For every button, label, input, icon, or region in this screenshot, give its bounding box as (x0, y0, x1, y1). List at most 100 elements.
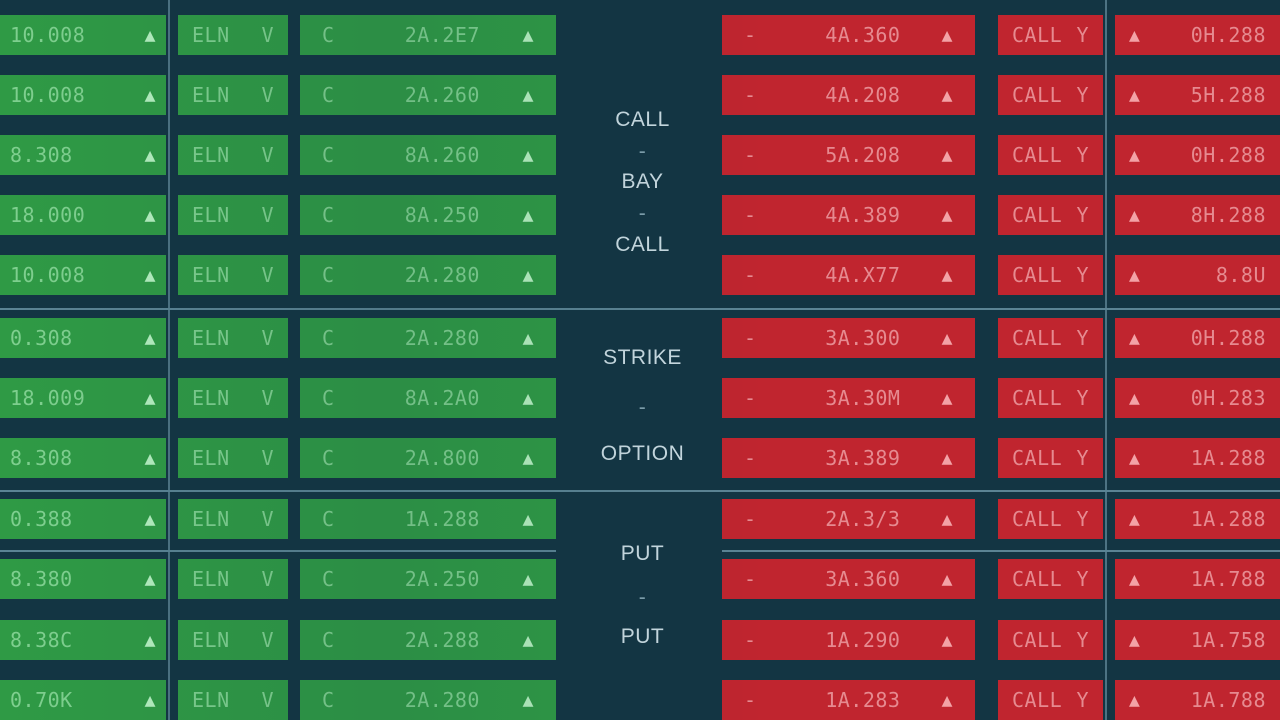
bid-price-cell[interactable]: 18.000 ▲ (0, 195, 166, 235)
label-dash: - (638, 140, 647, 163)
call-label: CALL (1012, 567, 1063, 591)
put-price-cell[interactable]: - 5A.208 ▲ (722, 135, 975, 175)
ask-price-cell[interactable]: ▲ 1A.758 (1115, 620, 1280, 660)
call-label-cell[interactable]: CALL Y (998, 680, 1103, 720)
call-label-cell[interactable]: CALL Y (998, 15, 1103, 55)
put-price-cell[interactable]: - 3A.389 ▲ (722, 438, 975, 478)
put-price: 3A.300 (825, 326, 901, 350)
bid-price-cell[interactable]: 18.009 ▲ (0, 378, 166, 418)
up-triangle-icon: ▲ (941, 327, 953, 349)
bid-price: 8.308 (10, 446, 73, 470)
up-triangle-icon: ▲ (941, 568, 953, 590)
up-triangle-icon: ▲ (144, 629, 156, 651)
call-price-cell[interactable]: C 1A.288 ▲ (300, 499, 556, 539)
bid-price-cell[interactable]: 8.38C ▲ (0, 620, 166, 660)
symbol-cell[interactable]: ELN V (178, 195, 288, 235)
call-price-cell[interactable]: C 2A.2E7 ▲ (300, 15, 556, 55)
up-triangle-icon: ▲ (1129, 447, 1141, 469)
ask-price-cell[interactable]: ▲ 1A.288 (1115, 438, 1280, 478)
ask-price-cell[interactable]: ▲ 0H.288 (1115, 15, 1280, 55)
put-price: 1A.290 (825, 628, 901, 652)
put-price-cell[interactable]: - 1A.283 ▲ (722, 680, 975, 720)
symbol: ELN (192, 386, 230, 410)
section-divider (0, 308, 1280, 310)
put-price-cell[interactable]: - 3A.300 ▲ (722, 318, 975, 358)
symbol-cell[interactable]: ELN V (178, 620, 288, 660)
symbol-cell[interactable]: ELN V (178, 75, 288, 115)
call-label-cell[interactable]: CALL Y (998, 135, 1103, 175)
table-row: 0.70K ▲ ELN V C 2A.280 ▲ - 1A.283 ▲ CALL… (0, 680, 1280, 720)
put-price-cell[interactable]: - 4A.208 ▲ (722, 75, 975, 115)
call-label-cell[interactable]: CALL Y (998, 438, 1103, 478)
put-price-cell[interactable]: - 3A.30M ▲ (722, 378, 975, 418)
call-label-cell[interactable]: CALL Y (998, 499, 1103, 539)
put-price-cell[interactable]: - 4A.360 ▲ (722, 15, 975, 55)
call-price-cell[interactable]: C 8A.2A0 ▲ (300, 378, 556, 418)
ask-price-cell[interactable]: ▲ 0H.288 (1115, 135, 1280, 175)
call-label-cell[interactable]: CALL Y (998, 318, 1103, 358)
call-price-cell[interactable]: C 2A.250 ▲ (300, 559, 556, 599)
bid-price-cell[interactable]: 10.008 ▲ (0, 15, 166, 55)
symbol-cell[interactable]: ELN V (178, 135, 288, 175)
bid-price-cell[interactable]: 0.70K ▲ (0, 680, 166, 720)
call-price-cell[interactable]: C 2A.800 ▲ (300, 438, 556, 478)
ask-price-cell[interactable]: ▲ 1A.788 (1115, 680, 1280, 720)
ask-price-cell[interactable]: ▲ 1A.788 (1115, 559, 1280, 599)
call-label-cell[interactable]: CALL Y (998, 620, 1103, 660)
cup-icon: Y (1076, 326, 1089, 350)
chevron-v-icon: V (261, 326, 274, 350)
call-label-cell[interactable]: CALL Y (998, 255, 1103, 295)
call-label-cell[interactable]: CALL Y (998, 75, 1103, 115)
bid-price-cell[interactable]: 10.008 ▲ (0, 255, 166, 295)
call-price-cell[interactable]: C 2A.260 ▲ (300, 75, 556, 115)
symbol-cell[interactable]: ELN V (178, 499, 288, 539)
put-price-cell[interactable]: - 4A.X77 ▲ (722, 255, 975, 295)
cup-icon: Y (1076, 628, 1089, 652)
put-price-cell[interactable]: - 3A.360 ▲ (722, 559, 975, 599)
symbol-cell[interactable]: ELN V (178, 318, 288, 358)
bid-price-cell[interactable]: 8.308 ▲ (0, 438, 166, 478)
put-price-cell[interactable]: - 4A.389 ▲ (722, 195, 975, 235)
call-label: CALL (1012, 263, 1063, 287)
up-triangle-icon: ▲ (1129, 327, 1141, 349)
bid-price-cell[interactable]: 10.008 ▲ (0, 75, 166, 115)
call-label-cell[interactable]: CALL Y (998, 378, 1103, 418)
symbol-cell[interactable]: ELN V (178, 378, 288, 418)
bid-price-cell[interactable]: 0.388 ▲ (0, 499, 166, 539)
call-price-cell[interactable]: C 2A.280 ▲ (300, 680, 556, 720)
call-price-cell[interactable]: C 8A.260 ▲ (300, 135, 556, 175)
symbol-cell[interactable]: ELN V (178, 559, 288, 599)
call-type: C (322, 446, 335, 470)
symbol-cell[interactable]: ELN V (178, 680, 288, 720)
up-triangle-icon: ▲ (144, 327, 156, 349)
ask-price-cell[interactable]: ▲ 1A.288 (1115, 499, 1280, 539)
cup-icon: Y (1076, 23, 1089, 47)
bid-price-cell[interactable]: 0.308 ▲ (0, 318, 166, 358)
symbol-cell[interactable]: ELN V (178, 255, 288, 295)
ask-price-cell[interactable]: ▲ 0H.283 (1115, 378, 1280, 418)
symbol-cell[interactable]: ELN V (178, 15, 288, 55)
bid-price-cell[interactable]: 8.380 ▲ (0, 559, 166, 599)
ask-price-cell[interactable]: ▲ 8.8U (1115, 255, 1280, 295)
call-price-cell[interactable]: C 2A.280 ▲ (300, 318, 556, 358)
symbol: ELN (192, 23, 230, 47)
call-type: C (322, 628, 335, 652)
label-option: OPTION (600, 442, 685, 465)
call-price-cell[interactable]: C 8A.250 ▲ (300, 195, 556, 235)
ask-price-cell[interactable]: ▲ 0H.288 (1115, 318, 1280, 358)
ask-price-cell[interactable]: ▲ 5H.288 (1115, 75, 1280, 115)
put-price-cell[interactable]: - 1A.290 ▲ (722, 620, 975, 660)
put-dash: - (744, 143, 757, 167)
call-label-cell[interactable]: CALL Y (998, 559, 1103, 599)
symbol-cell[interactable]: ELN V (178, 438, 288, 478)
call-price: 2A.800 (404, 446, 480, 470)
call-price: 2A.280 (404, 263, 480, 287)
label-bay: BAY (621, 170, 664, 193)
ask-price-cell[interactable]: ▲ 8H.288 (1115, 195, 1280, 235)
call-price-cell[interactable]: C 2A.280 ▲ (300, 255, 556, 295)
put-price-cell[interactable]: - 2A.3/3 ▲ (722, 499, 975, 539)
bid-price-cell[interactable]: 8.308 ▲ (0, 135, 166, 175)
symbol: ELN (192, 688, 230, 712)
call-label-cell[interactable]: CALL Y (998, 195, 1103, 235)
call-price-cell[interactable]: C 2A.288 ▲ (300, 620, 556, 660)
